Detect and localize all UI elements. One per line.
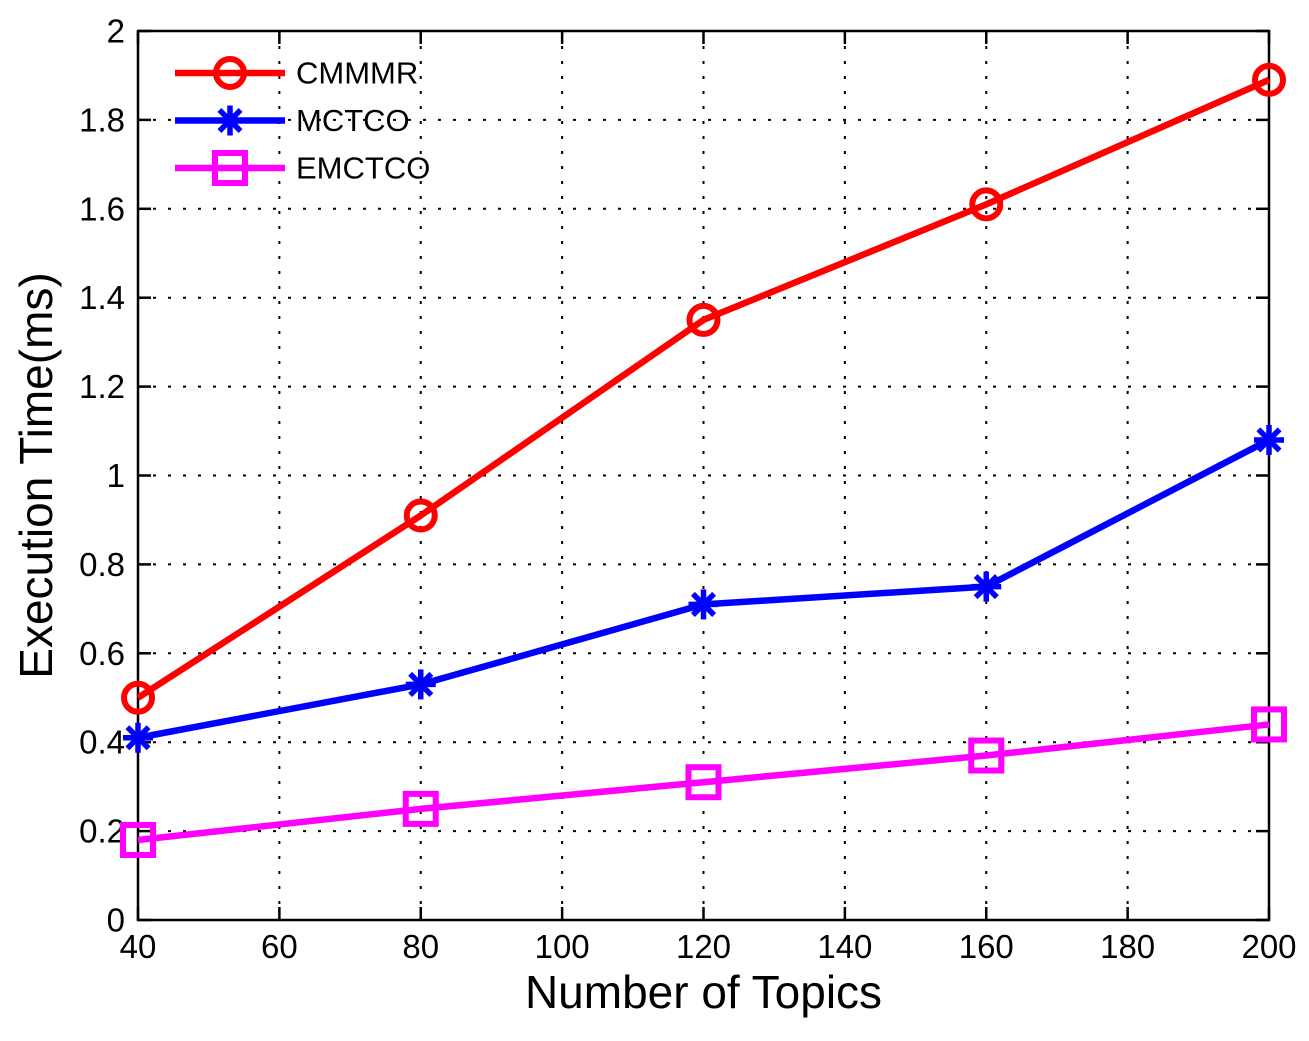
series-emctco-line xyxy=(137,721,1270,844)
circle-marker-icon xyxy=(213,56,247,90)
legend-item-mctco: MCTCO xyxy=(175,103,410,138)
asterisk-marker-icon xyxy=(215,105,245,136)
asterisk-marker-icon xyxy=(123,722,153,753)
asterisk-marker-icon xyxy=(971,571,1002,602)
asterisk-marker-icon xyxy=(405,669,436,700)
x-tick-label: 100 xyxy=(535,928,590,965)
y-tick-label: 2 xyxy=(107,13,125,50)
x-tick-label: 160 xyxy=(959,928,1014,965)
legend-item-emctco: EMCTCO xyxy=(175,150,430,186)
asterisk-marker-icon xyxy=(1254,424,1284,455)
square-marker-icon xyxy=(968,737,1005,774)
y-tick-label: 1.8 xyxy=(79,101,125,138)
series-cmmmr xyxy=(121,62,1286,715)
x-tick-label: 120 xyxy=(676,928,731,965)
legend-label: EMCTCO xyxy=(296,151,430,186)
y-tick-label: 0.8 xyxy=(79,546,125,583)
series-emctco xyxy=(120,706,1287,858)
circle-marker-icon xyxy=(686,302,721,337)
x-axis-label: Number of Topics xyxy=(525,966,882,1018)
circle-marker-icon xyxy=(969,187,1004,222)
y-axis-label: Execution Time(ms) xyxy=(10,272,62,678)
x-tick-label: 60 xyxy=(261,928,298,965)
x-tick-label: 140 xyxy=(817,928,872,965)
x-tick-label: 80 xyxy=(402,928,439,965)
y-tick-label: 0.4 xyxy=(79,724,125,761)
y-tick-label: 1.2 xyxy=(79,368,125,405)
circle-marker-icon xyxy=(403,498,438,533)
legend-label: MCTCO xyxy=(296,103,410,138)
series-mctco xyxy=(123,424,1284,753)
circle-marker-icon xyxy=(1252,62,1286,97)
y-tick-label: 0.2 xyxy=(79,813,125,850)
square-marker-icon xyxy=(120,821,156,858)
y-tick-label: 1 xyxy=(107,457,125,494)
legend-label: CMMMR xyxy=(296,56,418,91)
asterisk-marker-icon xyxy=(688,589,719,620)
x-tick-label: 200 xyxy=(1241,928,1296,965)
y-tick-label: 1.6 xyxy=(79,190,125,227)
circle-marker-icon xyxy=(121,680,155,715)
series-cmmmr-line xyxy=(136,76,1271,701)
x-tick-label: 180 xyxy=(1100,928,1155,965)
legend: CMMMR MCTCO EMCTCO xyxy=(175,56,430,186)
square-marker-icon xyxy=(1251,706,1287,743)
square-marker-icon xyxy=(685,764,722,801)
x-tick-label: 40 xyxy=(120,928,157,965)
square-marker-icon xyxy=(402,790,439,827)
legend-item-cmmmr: CMMMR xyxy=(175,56,418,91)
square-marker-icon xyxy=(212,150,248,186)
y-tick-label: 0 xyxy=(107,902,125,939)
y-tick-label: 0.6 xyxy=(79,635,125,672)
y-tick-label: 1.4 xyxy=(79,279,125,316)
